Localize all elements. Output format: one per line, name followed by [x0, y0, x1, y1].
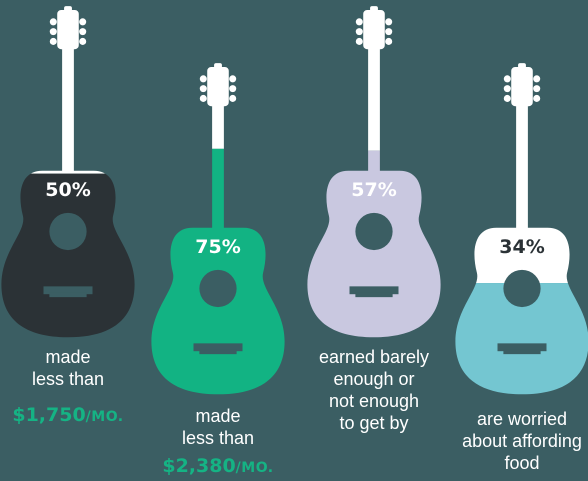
guitar-empty-portion — [1, 10, 135, 174]
percent-label: 75% — [195, 236, 240, 258]
guitar-2: 75% — [151, 63, 285, 395]
guitar-bridge — [349, 286, 399, 298]
guitar-fill-bar — [1, 173, 135, 338]
sound-hole — [355, 212, 393, 251]
tuning-pegs — [503, 63, 541, 102]
guitar-4: 34% — [455, 63, 588, 395]
guitar-empty-portion — [307, 10, 441, 151]
guitar-1: 50% — [1, 6, 135, 338]
guitar-bridge — [43, 286, 93, 298]
guitar-caption: made less than — [181, 406, 255, 448]
percent-label: 34% — [499, 236, 544, 258]
guitar-bridge — [193, 343, 243, 355]
guitar-caption: earned barely enough or not enough to get b… — [318, 347, 430, 433]
tuning-pegs — [355, 6, 393, 45]
sound-hole — [503, 269, 541, 308]
percent-label: 57% — [351, 179, 396, 201]
guitar-caption: made less than — [31, 347, 105, 389]
guitar-caption: are worried about affording food — [462, 409, 582, 473]
sound-hole — [199, 269, 237, 308]
guitar-empty-portion — [151, 67, 285, 149]
sound-hole — [49, 212, 87, 251]
guitar-3: 57% — [307, 6, 441, 338]
income-amount: $1,750/MO. — [12, 404, 124, 426]
income-amount: $2,380/MO. — [162, 455, 274, 477]
guitar-bridge — [497, 343, 547, 355]
percent-label: 50% — [45, 179, 90, 201]
tuning-pegs — [199, 63, 237, 102]
